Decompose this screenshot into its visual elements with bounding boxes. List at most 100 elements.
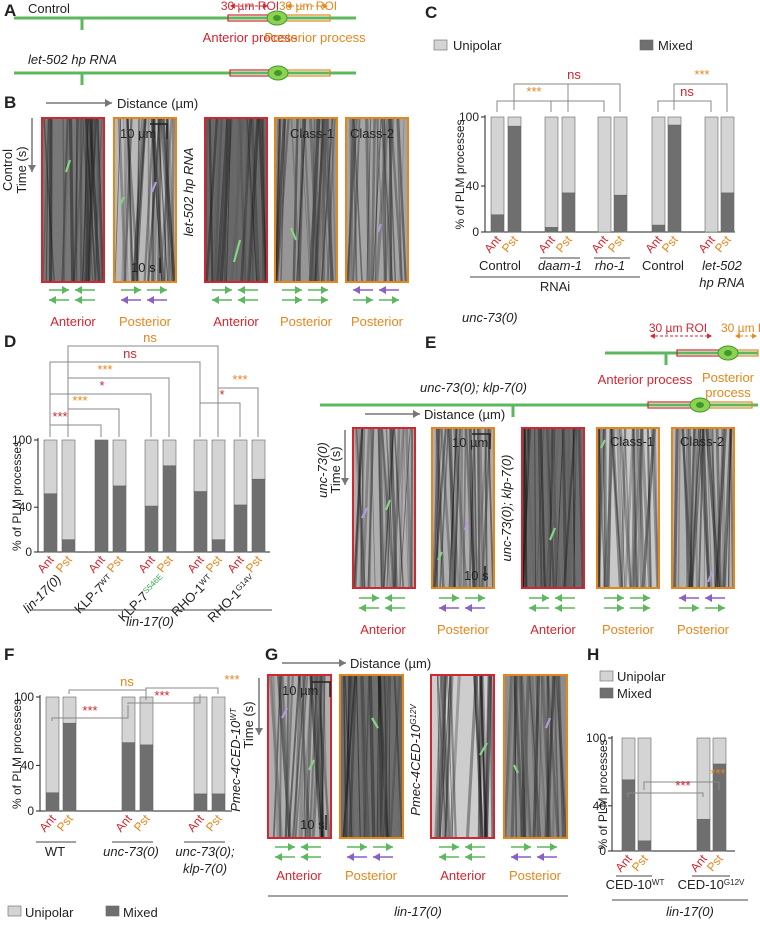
kymograph-streak [62,118,65,282]
arrow-head [372,594,379,602]
kymograph-streak [619,428,626,588]
kymograph-streak [381,118,393,282]
kymograph-streak [151,118,156,282]
text-part: Pmec-4CED-10 [228,720,243,812]
kymograph-streak [208,118,214,282]
kymograph-streak [62,118,70,282]
arrow-head [707,333,712,339]
kymograph-streak [473,675,483,838]
label: Anterior [213,314,259,329]
kymograph-streak [157,118,162,282]
kymograph-streak [321,118,327,282]
label: Class-1 [290,126,334,141]
kymograph-streak [540,675,552,838]
arrow-head [353,286,360,294]
text-part: Control [642,258,684,273]
group-label: unc-73(0) [103,844,159,859]
significance-bracket [217,387,259,437]
kymograph-streak [170,118,176,282]
kymograph-streak [153,118,160,282]
bar [112,485,127,553]
arrow-head [679,594,686,602]
kymograph-streak [474,428,490,588]
kymograph-streak [681,428,694,588]
bar [211,696,226,795]
label: Posterior [345,868,398,883]
panel-letter: E [425,333,436,352]
arrow-head [28,165,36,172]
bar [720,192,735,233]
kymograph-streak [308,118,320,282]
kymograph-streak [438,675,447,838]
arrow-head [75,286,82,294]
bar [696,737,711,820]
kymograph-streak [537,428,543,588]
arrow-head [75,296,82,304]
significance-bracket [127,694,201,704]
y-axis-label: % of PLM processes [453,119,467,229]
kymograph-streak [706,428,713,588]
kymograph-streak [163,118,169,282]
kymograph-streak [476,428,481,588]
bar [667,124,682,233]
kymograph-streak [532,675,541,838]
label: unc-73(0); klp-7(0) [420,380,527,395]
group-label: CED-10G12V [678,877,745,892]
kymograph-streak [290,118,301,282]
arrow-head [439,604,446,612]
kymograph-streak [705,428,721,588]
significance-bracket [67,345,219,437]
kymograph-streak [295,675,309,838]
text-part: rho-1 [595,258,625,273]
kymograph-streak [166,118,171,282]
kymograph-streak [347,118,356,282]
nucleus [274,70,282,76]
arrow-head [385,594,392,602]
tracer [64,159,72,173]
kymograph-streak [728,428,731,588]
kymograph-streak [246,118,258,282]
kymograph-streak [157,118,169,282]
bar [251,478,266,553]
kymograph-streak [688,428,693,588]
kymograph-streak [388,118,397,282]
label: Time (s) [328,446,343,493]
label: unc-73(0) [462,310,518,325]
kymograph-streak [344,675,353,838]
kymograph-streak [646,428,652,588]
arrow-head [718,604,725,612]
bar [45,696,60,794]
kymograph-streak [546,428,561,588]
kymograph-streak [352,118,361,282]
kymograph-streak [150,118,163,282]
kymograph-streak [640,428,652,588]
kymograph-frame [503,674,568,839]
kymograph-streak [484,675,490,838]
kymograph-streak [691,428,700,588]
kymograph-streak [135,118,147,282]
kymograph-streak [383,428,394,588]
kymograph-streak [87,118,94,282]
kymograph-frame [521,427,585,589]
kymograph-streak [561,428,567,588]
significance: * [99,378,104,393]
kymograph-streak [352,118,358,282]
panel-letter: A [4,1,16,20]
bar [561,116,576,194]
kymograph-streak [315,118,329,282]
arrow-head [379,286,386,294]
y-tick-label: 40 [19,500,33,514]
tracer [119,196,125,206]
kymograph-streak [487,428,494,588]
arrow-head [617,604,624,612]
kymograph-streak [370,118,377,282]
kymograph-streak [376,118,386,282]
x-tick-label: Pst [54,811,76,834]
kymograph-streak [96,118,104,282]
kymograph-streak [722,428,733,588]
y-tick-label: 100 [586,731,606,745]
legend-label: Unipolar [453,38,502,53]
kymograph-streak [653,428,660,588]
arrow-head [62,286,69,294]
kymograph-streak [698,428,705,588]
